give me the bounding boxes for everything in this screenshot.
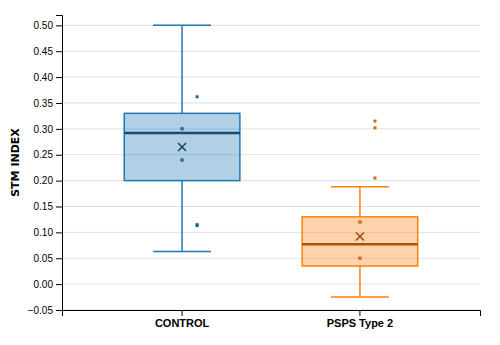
y-tick: 0.15 — [34, 201, 62, 212]
x-axis: CONTROL PSPS Type 2 — [63, 310, 481, 329]
y-tick-label: 0.15 — [34, 201, 54, 212]
whisker — [359, 187, 361, 217]
whisker-cap — [153, 25, 211, 27]
outlier — [373, 177, 376, 180]
y-tick: 0.35 — [34, 98, 62, 109]
y-tick: 0.40 — [34, 72, 62, 83]
y-tick-mark — [56, 155, 62, 156]
y-tick-label: −0.05 — [28, 305, 54, 316]
mean — [356, 233, 364, 241]
grid-line — [62, 77, 480, 78]
y-tick: 0.20 — [34, 175, 62, 186]
x-tick-mark — [182, 310, 183, 316]
y-tick: 0.45 — [34, 46, 62, 57]
y-tick-label: 0.45 — [34, 46, 54, 57]
y-tick-label: 0.35 — [34, 98, 54, 109]
y-tick-label: 0.20 — [34, 175, 54, 186]
y-tick-mark — [56, 258, 62, 259]
y-tick-mark — [56, 129, 62, 130]
y-tick-mark — [56, 51, 62, 52]
grid-line — [62, 284, 480, 285]
grid-line — [62, 102, 480, 103]
y-label: STM INDEX — [9, 128, 22, 197]
whisker-cap — [331, 296, 389, 298]
marks — [124, 25, 417, 297]
box-group — [302, 120, 418, 297]
outlier — [196, 223, 199, 226]
chart: −0.05 0.00 0.05 0.10 0.15 0.20 0.25 0.30 0.35 0.4… — [0, 0, 500, 345]
whisker — [181, 25, 183, 113]
outlier — [373, 120, 376, 123]
grid-line — [62, 51, 480, 52]
grid-line — [62, 206, 480, 207]
y-tick: 0.00 — [34, 279, 62, 290]
y-tick: 0.30 — [34, 124, 62, 135]
whisker-cap — [153, 251, 211, 253]
outlier — [373, 126, 376, 129]
grid — [62, 25, 480, 310]
plot: −0.05 0.00 0.05 0.10 0.15 0.20 0.25 0.30 0.35 0.4… — [28, 16, 481, 329]
x-tick-mark — [359, 310, 360, 316]
whisker — [359, 266, 361, 297]
y-tick: 0.50 — [34, 20, 62, 31]
y-tick-mark — [56, 181, 62, 182]
y-tick-label: 0.30 — [34, 124, 54, 135]
y-tick-mark — [56, 284, 62, 285]
x-axis-line — [63, 311, 481, 317]
y-tick-mark — [56, 103, 62, 104]
y-tick-label: 0.40 — [34, 72, 54, 83]
whisker-cap — [331, 186, 389, 188]
y-tick-label: 0.00 — [34, 279, 54, 290]
y-tick: 0.05 — [34, 253, 62, 264]
x-tick: PSPS Type 2 — [327, 310, 393, 329]
y-tick-mark — [56, 206, 62, 207]
x-tick-label: PSPS Type 2 — [327, 317, 393, 329]
median — [302, 243, 418, 246]
outlier — [196, 95, 199, 98]
y-tick-mark — [56, 77, 62, 78]
box-group — [124, 25, 240, 251]
point — [180, 158, 184, 162]
y-tick-mark — [56, 310, 62, 311]
x-tick: CONTROL — [155, 310, 210, 329]
box — [124, 113, 240, 180]
y-tick: −0.05 — [28, 305, 62, 316]
mean — [178, 143, 186, 151]
y-tick: 0.25 — [34, 149, 62, 160]
y-tick-mark — [56, 25, 62, 26]
point — [358, 256, 362, 260]
box — [302, 217, 418, 266]
y-tick: 0.10 — [34, 227, 62, 238]
point — [180, 127, 184, 131]
x-tick-label: CONTROL — [155, 317, 210, 329]
y-tick-label: 0.05 — [34, 253, 54, 264]
whisker — [181, 181, 183, 252]
grid-line — [62, 25, 480, 26]
point — [358, 220, 362, 224]
y-tick-label: 0.10 — [34, 227, 54, 238]
y-tick-label: 0.50 — [34, 20, 54, 31]
median — [124, 132, 240, 135]
y-tick-mark — [56, 232, 62, 233]
y-axis: −0.05 0.00 0.05 0.10 0.15 0.20 0.25 0.30 0.35 0.4… — [28, 16, 63, 316]
y-axis-line — [56, 16, 63, 311]
y-tick-label: 0.25 — [34, 149, 54, 160]
